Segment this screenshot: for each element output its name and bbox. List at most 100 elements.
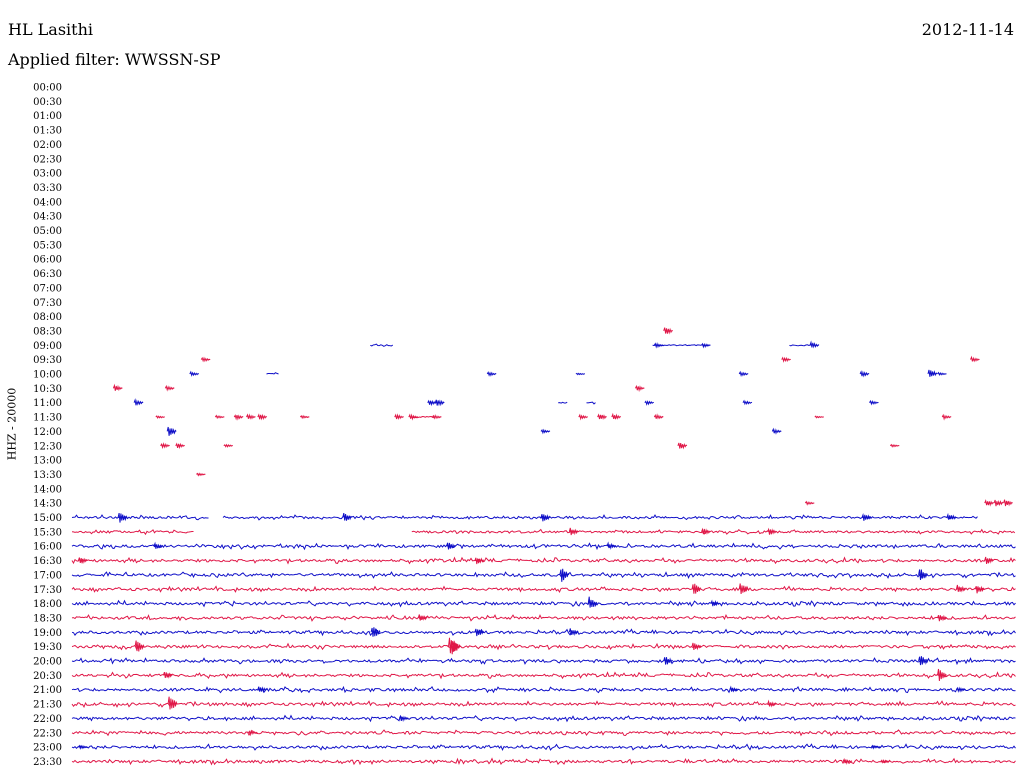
row-label: 10:00 (33, 370, 62, 381)
seismic-event (738, 583, 749, 595)
seismic-event (691, 583, 702, 594)
row-label: 01:30 (33, 126, 62, 137)
seismic-event (653, 413, 664, 420)
row-time-labels: 00:00 00:30 01:00 01:30 02:00 02:30 03:00 03:30… (33, 83, 62, 768)
seismic-event (117, 512, 128, 523)
seismic-event (233, 414, 244, 421)
seismic-event (663, 657, 674, 665)
row-label: 06:30 (33, 269, 62, 280)
seismic-event (663, 327, 673, 335)
seismic-event (653, 342, 664, 349)
row-label: 16:30 (33, 556, 62, 567)
trace-row-1030 (112, 383, 645, 393)
trace-row-1930 (71, 637, 1016, 655)
seismic-event (742, 399, 753, 406)
trace-segment (71, 599, 1016, 608)
row-label: 14:00 (33, 484, 62, 495)
trace-row-1000 (189, 369, 947, 378)
seismic-event (677, 442, 688, 450)
seismic-event (134, 640, 145, 652)
row-label: 12:00 (33, 427, 62, 438)
trace-segment (71, 614, 1016, 622)
seismic-event (214, 414, 225, 420)
row-label: 18:30 (33, 613, 62, 624)
seismic-event (133, 398, 144, 406)
seismic-event (970, 355, 980, 363)
seismic-event (578, 413, 588, 421)
seismic-event (955, 584, 966, 593)
trace-segment (71, 743, 1016, 752)
seismic-event (153, 541, 164, 549)
trace-row-0830 (663, 327, 673, 335)
row-label: 15:30 (33, 527, 62, 538)
seismic-event (941, 413, 952, 421)
seismic-event (606, 541, 617, 550)
row-label: 04:30 (33, 212, 62, 223)
seismic-event (486, 371, 497, 377)
seismic-event (575, 372, 586, 376)
seismic-event (918, 656, 929, 666)
seismic-event (246, 413, 256, 420)
trace-row-0900 (370, 340, 820, 349)
seismic-event (842, 757, 853, 765)
seismic-event (611, 412, 622, 420)
seismic-event (175, 442, 185, 450)
row-label: 17:30 (33, 585, 62, 596)
seismic-event (299, 414, 310, 420)
row-label: 05:00 (33, 226, 62, 237)
seismic-event (432, 414, 442, 420)
seismic-event (634, 384, 645, 393)
applied-filter-label: Applied filter: WWSSN-SP (8, 50, 221, 69)
seismic-event (408, 413, 419, 421)
row-label: 11:00 (33, 398, 62, 409)
seismic-event (804, 500, 815, 506)
seismic-event (434, 399, 445, 407)
trace-row-0930 (200, 355, 980, 363)
trace-segment (71, 529, 194, 536)
seismic-event (540, 514, 551, 522)
trace-segment (71, 757, 1016, 766)
row-label: 10:30 (33, 384, 62, 395)
seismic-event (155, 415, 165, 419)
row-label: 12:30 (33, 441, 62, 452)
row-label: 02:30 (33, 154, 62, 165)
seismic-event (474, 628, 485, 637)
trace-row-2200 (71, 714, 1016, 723)
trace-segment (71, 729, 1016, 737)
seismic-event (196, 472, 206, 477)
row-label: 00:30 (33, 97, 62, 108)
trace-row-1500 (71, 512, 978, 523)
trace-segment (789, 344, 812, 347)
trace-row-2330 (71, 757, 1016, 766)
seismic-event (166, 426, 177, 436)
row-label: 22:00 (33, 714, 62, 725)
row-label: 01:00 (33, 111, 62, 122)
row-label: 08:30 (33, 326, 62, 337)
row-label: 05:30 (33, 240, 62, 251)
row-label: 23:00 (33, 743, 62, 754)
trace-segment (266, 372, 279, 375)
trace-segment (370, 343, 394, 347)
trace-segment (71, 714, 1016, 723)
seismic-event (918, 569, 929, 580)
seismic-event (257, 413, 268, 421)
seismic-event (394, 413, 404, 420)
seismic-event (597, 413, 607, 420)
seismic-event (889, 443, 900, 448)
row-label: 02:00 (33, 140, 62, 151)
seismic-event (767, 527, 777, 535)
row-label: 23:30 (33, 757, 62, 768)
trace-row-1130 (155, 412, 952, 421)
seismic-event (370, 627, 381, 637)
seismic-event (771, 427, 782, 435)
trace-segment (71, 671, 1016, 680)
seismic-event (77, 744, 88, 750)
seismic-event (587, 596, 598, 608)
seismic-event (861, 512, 872, 521)
row-label: 03:30 (33, 183, 62, 194)
seismic-event (767, 699, 777, 708)
trace-row-1600 (71, 541, 1016, 551)
row-label: 06:00 (33, 255, 62, 266)
seismic-event (993, 499, 1004, 507)
row-label: 11:30 (33, 413, 62, 424)
